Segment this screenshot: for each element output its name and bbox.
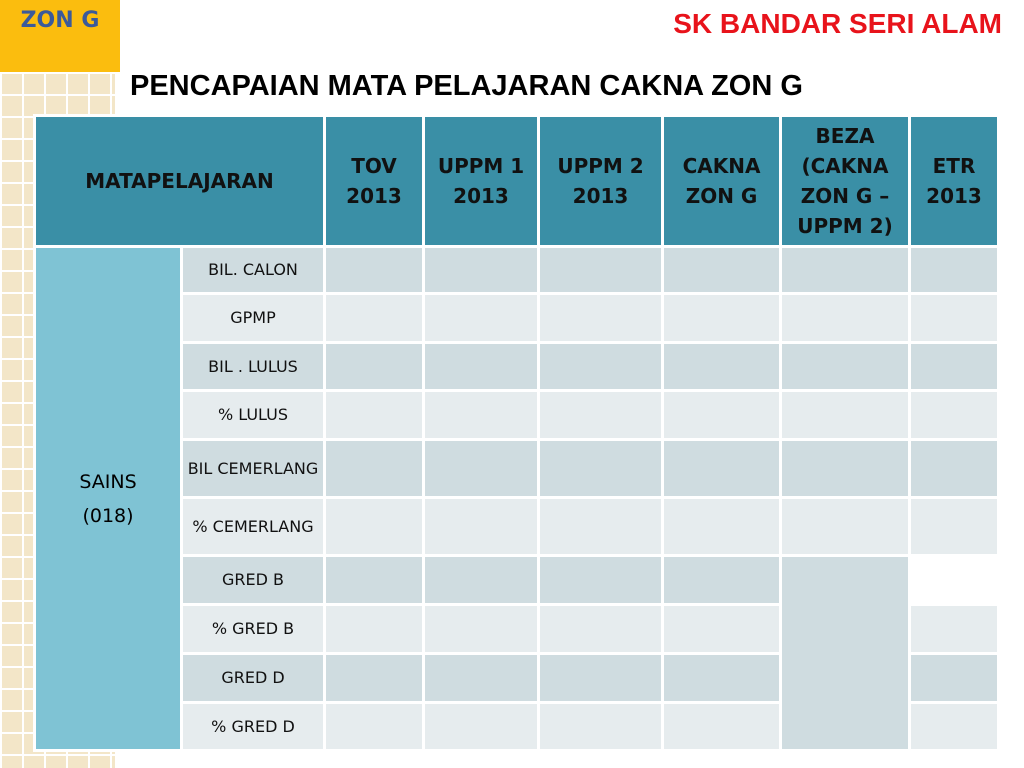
table-row: % GRED D: [35, 701, 1000, 752]
data-cell[interactable]: [661, 438, 782, 499]
header-uppm1: UPPM 1 2013: [422, 114, 540, 248]
data-cell[interactable]: [323, 496, 425, 557]
row-label: % GRED B: [180, 603, 326, 655]
table-row: GRED B: [35, 554, 999, 752]
data-cell[interactable]: [908, 438, 1000, 499]
data-cell[interactable]: [537, 245, 664, 295]
data-cell[interactable]: [537, 341, 664, 392]
row-label: % CEMERLANG: [180, 496, 326, 557]
data-cell[interactable]: [661, 554, 782, 606]
zone-badge: ZON G: [0, 0, 120, 72]
header-uppm2: UPPM 2 2013: [537, 114, 664, 248]
table-row: BIL . LULUS: [35, 341, 1000, 392]
data-cell[interactable]: [779, 438, 911, 499]
table-row: BIL CEMERLANG: [35, 438, 1000, 499]
results-table: MATAPELAJARAN TOV 2013 UPPM 1 2013 UPPM …: [33, 114, 1000, 752]
row-label: % GRED D: [180, 701, 326, 752]
data-cell[interactable]: [422, 438, 540, 499]
data-cell[interactable]: [323, 341, 425, 392]
header-beza: BEZA (CAKNA ZON G – UPPM 2): [779, 114, 911, 248]
row-label: BIL. CALON: [180, 245, 326, 295]
data-cell[interactable]: [422, 652, 540, 704]
data-cell[interactable]: [537, 652, 664, 704]
data-cell[interactable]: [422, 496, 540, 557]
data-cell[interactable]: [908, 701, 1000, 752]
data-cell[interactable]: [422, 341, 540, 392]
data-cell[interactable]: [323, 389, 425, 441]
data-cell[interactable]: [422, 603, 540, 655]
row-label: BIL . LULUS: [180, 341, 326, 392]
header-subject: MATAPELAJARAN: [33, 114, 326, 248]
row-label: GRED B: [180, 554, 326, 606]
data-cell[interactable]: [908, 341, 1000, 392]
table-row: % LULUS: [35, 389, 1000, 441]
row-label: GPMP: [180, 292, 326, 344]
data-cell[interactable]: [422, 292, 540, 344]
data-cell[interactable]: [908, 292, 1000, 344]
data-cell[interactable]: [661, 341, 782, 392]
data-cell[interactable]: [422, 389, 540, 441]
data-cell[interactable]: [908, 603, 1000, 655]
table-row: SAINS (018) BIL. CALON: [33, 245, 1000, 752]
data-cell[interactable]: [779, 389, 911, 441]
data-cell[interactable]: [661, 292, 782, 344]
page-title: PENCAPAIAN MATA PELAJARAN CAKNA ZON G: [130, 70, 803, 102]
data-cell[interactable]: [323, 438, 425, 499]
data-cell[interactable]: [422, 554, 540, 606]
row-label: GRED D: [180, 652, 326, 704]
data-cell[interactable]: [661, 245, 782, 295]
data-cell[interactable]: [779, 245, 911, 295]
data-cell[interactable]: [323, 603, 425, 655]
table-row: GPMP: [35, 292, 1000, 344]
data-cell[interactable]: [661, 603, 782, 655]
data-cell[interactable]: [661, 701, 782, 752]
data-cell[interactable]: [323, 652, 425, 704]
data-cell[interactable]: [422, 701, 540, 752]
data-cell[interactable]: [323, 701, 425, 752]
data-cell[interactable]: [537, 389, 664, 441]
data-cell[interactable]: [537, 701, 664, 752]
data-cell[interactable]: [908, 389, 1000, 441]
subject-cell: SAINS (018): [33, 245, 183, 752]
row-label: BIL CEMERLANG: [180, 438, 326, 499]
table-row: GRED D: [35, 652, 1000, 704]
data-cell[interactable]: [661, 496, 782, 557]
subject-code: (018): [82, 504, 134, 527]
data-cell[interactable]: [661, 652, 782, 704]
table-row: % GRED B: [35, 603, 1000, 655]
data-cell[interactable]: [779, 292, 911, 344]
data-cell[interactable]: [537, 554, 664, 606]
data-cell[interactable]: [779, 341, 911, 392]
data-cell[interactable]: [323, 554, 425, 606]
row-label: % LULUS: [180, 389, 326, 441]
data-cell[interactable]: [908, 496, 1000, 557]
data-cell[interactable]: [422, 245, 540, 295]
header-tov: TOV 2013: [323, 114, 425, 248]
data-cell[interactable]: [779, 496, 911, 557]
data-cell[interactable]: [537, 496, 664, 557]
school-name: SK BANDAR SERI ALAM: [673, 8, 1002, 39]
subject-name: SAINS: [79, 470, 137, 493]
data-cell[interactable]: [323, 292, 425, 344]
data-cell[interactable]: [537, 292, 664, 344]
data-cell[interactable]: [661, 389, 782, 441]
data-cell[interactable]: [908, 245, 1000, 295]
header-cakna: CAKNA ZON G: [661, 114, 782, 248]
table-row: % CEMERLANG: [35, 496, 1000, 557]
data-cell[interactable]: [323, 245, 425, 295]
data-cell[interactable]: [908, 652, 1000, 704]
header-etr: ETR 2013: [908, 114, 1000, 248]
etr-merged-cell[interactable]: [779, 554, 911, 752]
data-cell[interactable]: [537, 438, 664, 499]
data-cell[interactable]: [537, 603, 664, 655]
